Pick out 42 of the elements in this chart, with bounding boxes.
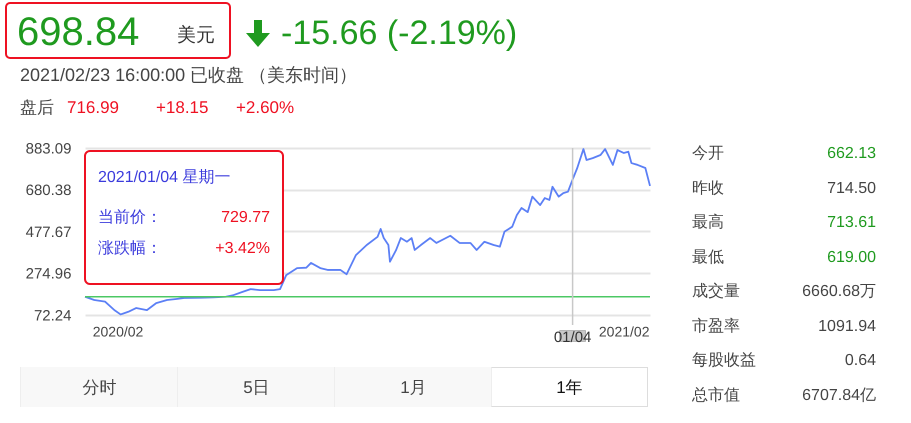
text: 分时: [82, 378, 118, 397]
text: 698.84: [17, 10, 140, 54]
text: 总市值: [692, 386, 740, 404]
text: 市盈率: [692, 318, 740, 334]
text: 6660.68万: [802, 283, 876, 300]
text: 成交量: [692, 283, 740, 300]
text: 盘后: [20, 98, 54, 117]
annotation: 729.77: [221, 209, 270, 226]
text: 2021/02/23 16:00:00 已收盘 （美东时间）: [20, 65, 358, 85]
text: 713.61: [827, 214, 876, 231]
annotation: 涨跌幅：: [98, 240, 162, 257]
y-tick-label: 274.96: [26, 266, 72, 283]
text: +18.15: [156, 98, 208, 117]
text: 昨收: [692, 180, 724, 196]
text: 1月: [399, 378, 428, 397]
annotation: 当前价：: [98, 209, 162, 226]
x-tick-label: 2020/02: [92, 324, 144, 340]
text: 662.13: [827, 145, 876, 162]
y-tick-label: 883.09: [26, 140, 72, 158]
text: 716.99: [67, 98, 119, 117]
annotation: +3.42%: [215, 240, 270, 257]
ref-line-label: 01/04: [554, 329, 592, 346]
text: 最高: [692, 214, 724, 231]
text: 1年: [555, 378, 584, 397]
annotation: 2021/01/04 星期一: [98, 169, 231, 186]
x-tick-label: 2021/02: [598, 324, 650, 340]
y-tick-label: 477.67: [26, 224, 72, 241]
text: 1091.94: [818, 318, 876, 334]
text: +2.60%: [236, 98, 294, 117]
text: 0.64: [844, 352, 876, 369]
y-tick-label: 680.38: [26, 182, 72, 200]
text: 美元: [177, 25, 215, 46]
text: 5日: [242, 378, 271, 397]
text: 6707.84亿: [802, 386, 876, 404]
y-tick-label: 72.24: [34, 308, 72, 324]
text: 今开: [692, 145, 724, 162]
text: 714.50: [827, 180, 876, 196]
text: -15.66 (-2.19%): [281, 14, 518, 52]
text: 最低: [692, 248, 724, 266]
text: 619.00: [827, 248, 876, 266]
line-series: [84, 148, 651, 316]
text: 每股收益: [692, 352, 756, 369]
